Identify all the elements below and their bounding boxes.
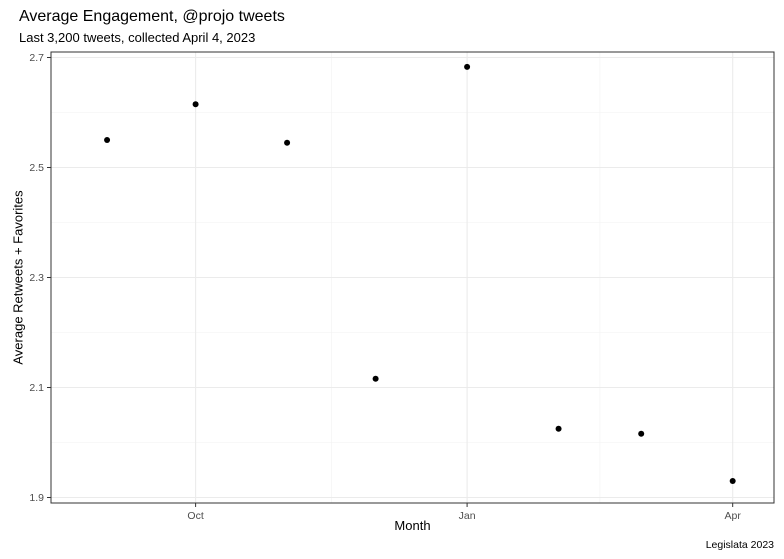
data-points [104, 63, 736, 484]
x-axis-title: Month [394, 518, 430, 533]
y-axis: 1.9 2.1 2.3 2.5 2.7 [29, 52, 51, 504]
data-point [372, 375, 379, 382]
data-point [284, 139, 291, 146]
data-point [464, 63, 471, 70]
data-point [104, 137, 111, 143]
y-tick-label: 2.1 [29, 382, 44, 394]
x-tick-label: Oct [187, 510, 203, 522]
major-gridlines [51, 52, 774, 503]
x-axis: Oct Jan Apr [187, 503, 741, 522]
y-tick-label: 2.3 [29, 272, 44, 284]
y-tick-label: 2.7 [29, 52, 44, 64]
data-point [192, 101, 199, 108]
chart-caption: Legislata 2023 [706, 539, 774, 551]
data-point [638, 430, 645, 437]
y-axis-title: Average Retweets + Favorites [11, 190, 26, 365]
y-tick-label: 1.9 [29, 492, 44, 504]
chart-subtitle: Last 3,200 tweets, collected April 4, 20… [19, 30, 255, 45]
chart-title: Average Engagement, @projo tweets [19, 8, 285, 25]
y-tick-label: 2.5 [29, 162, 44, 174]
x-tick-label: Jan [459, 510, 476, 522]
data-point [729, 478, 736, 484]
data-point [555, 425, 562, 432]
x-tick-label: Apr [725, 510, 742, 522]
